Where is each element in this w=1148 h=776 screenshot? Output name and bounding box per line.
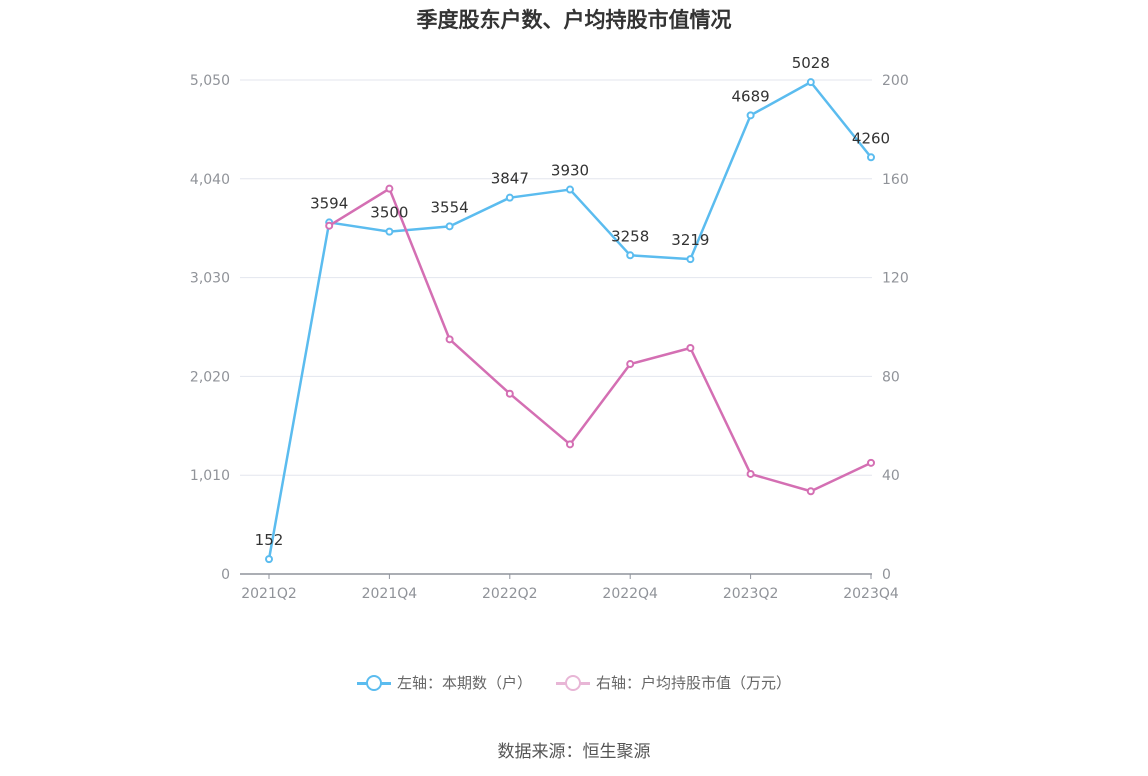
y-left-tick-label: 3,030 (190, 271, 230, 287)
data-label: 4689 (732, 87, 770, 105)
x-tick-label: 2022Q4 (602, 586, 658, 602)
data-point-right (325, 221, 334, 230)
y-left-tick-label: 0 (221, 567, 230, 583)
y-left-tick-label: 1,010 (190, 468, 230, 484)
x-tick-label: 2023Q2 (723, 586, 779, 602)
y-right-tick-label: 0 (882, 567, 891, 583)
data-label: 3219 (671, 231, 709, 249)
data-label: 3500 (370, 204, 408, 222)
data-point-left (505, 193, 514, 202)
x-tick-label: 2022Q2 (482, 586, 538, 602)
data-label: 4260 (852, 129, 890, 147)
data-point-left (746, 111, 755, 120)
data-point-right (686, 343, 695, 352)
y-right-tick-label: 160 (882, 172, 909, 188)
data-labels: 152 3594 3500 3554 3847 3930 3258 3219 4689 5028 4… (255, 54, 890, 549)
x-tick-label: 2021Q4 (362, 586, 418, 602)
data-point-right (505, 389, 514, 398)
x-tick-label: 2023Q4 (843, 586, 899, 602)
y-left-tick-label: 2,020 (190, 369, 230, 385)
grid-lines (240, 79, 872, 476)
y-left-tick-label: 5,050 (190, 73, 230, 89)
series-line-left (267, 80, 872, 560)
y-right-tick-label: 40 (882, 468, 900, 484)
data-point-left (867, 153, 875, 162)
x-tick-label: 2021Q2 (241, 586, 297, 602)
legend-swatch-left-icon (356, 673, 391, 693)
legend-swatch-right-icon (556, 673, 590, 693)
y-right-tick-label: 200 (882, 73, 909, 89)
data-label: 3554 (431, 198, 469, 216)
y-right-tick-label: 80 (882, 369, 900, 385)
data-point-left (806, 78, 815, 87)
data-label: 3594 (310, 194, 348, 212)
y-left-tick-label: 4,040 (190, 172, 230, 188)
chart-title: 季度股东户数、户均持股市值情况 (416, 8, 732, 32)
legend-label-left: 左轴：本期数（户） (396, 674, 532, 692)
data-point-left (265, 555, 273, 564)
legend-item-left-series[interactable]: 左轴：本期数（户） (356, 672, 532, 693)
series-line-right (328, 187, 872, 493)
data-point-left (385, 227, 394, 236)
y-right-tick-label: 120 (882, 271, 909, 287)
series-layer (265, 78, 875, 564)
data-point-right (445, 335, 454, 344)
data-point-left (626, 251, 635, 260)
data-point-left (686, 255, 695, 264)
data-point-left (566, 185, 574, 194)
chart-plot: 0 0 1,010 40 2,020 80 3,030 120 4,040 160 5,050 200… (190, 54, 909, 602)
data-point-right (626, 360, 635, 369)
data-label: 152 (255, 531, 284, 549)
axes: 0 0 1,010 40 2,020 80 3,030 120 4,040 160 5,050 200… (190, 73, 909, 602)
legend: 左轴：本期数（户） 右轴：户均持股市值（万元） (0, 672, 1148, 693)
data-point-right (746, 469, 755, 478)
data-label: 3930 (551, 162, 589, 180)
data-point-left (445, 222, 454, 231)
data-point-right (867, 458, 875, 467)
data-source: 数据来源：恒生聚源 (497, 742, 651, 762)
data-label: 5028 (792, 54, 830, 72)
data-label: 3847 (491, 170, 529, 188)
data-point-right (566, 440, 574, 449)
legend-item-right-series[interactable]: 右轴：户均持股市值（万元） (556, 672, 791, 693)
data-point-right (385, 184, 394, 193)
legend-label-right: 右轴：户均持股市值（万元） (596, 674, 792, 692)
data-label: 3258 (611, 227, 649, 245)
data-point-right (806, 487, 815, 496)
